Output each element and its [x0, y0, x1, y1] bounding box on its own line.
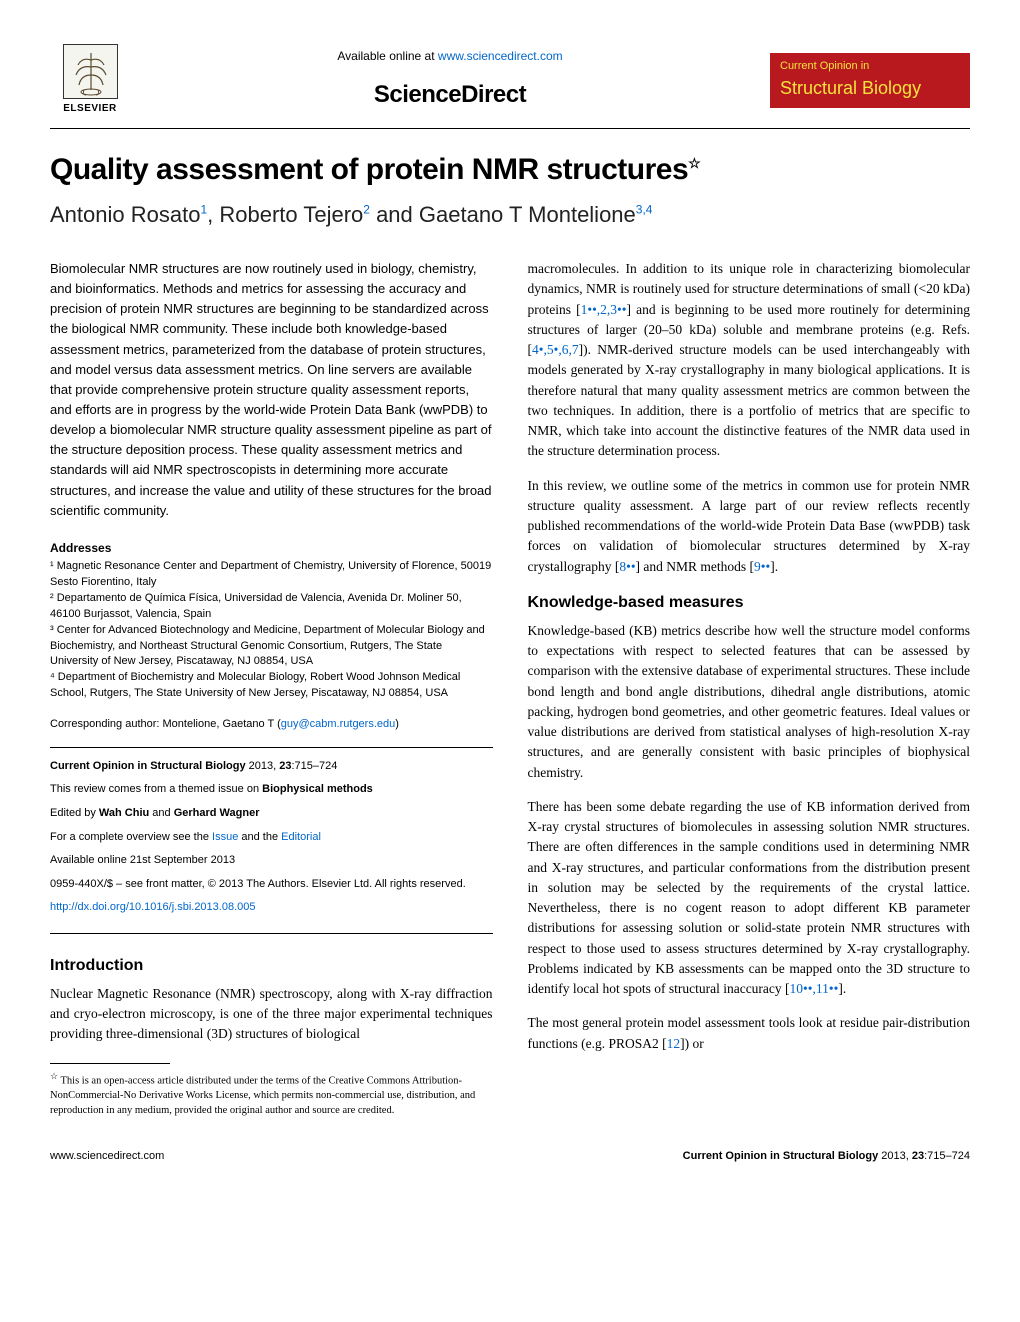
footer-pages: :715–724	[924, 1150, 970, 1162]
right-column: macromolecules. In addition to its uniqu…	[528, 259, 971, 1118]
kb-p3-a: The most general protein model assessmen…	[528, 1015, 971, 1050]
kb-heading: Knowledge-based measures	[528, 591, 971, 615]
p2-c: ].	[770, 559, 778, 574]
address-4: ⁴ Department of Biochemistry and Molecul…	[50, 670, 493, 702]
col2-paragraph-2: In this review, we outline some of the m…	[528, 476, 971, 577]
journal-vol: 23	[279, 760, 291, 772]
themed-topic: Biophysical methods	[262, 783, 373, 795]
themed-issue: This review comes from a themed issue on…	[50, 781, 493, 799]
addresses-block: ¹ Magnetic Resonance Center and Departme…	[50, 559, 493, 702]
corresponding-label: Corresponding author: Montelione, Gaetan…	[50, 718, 281, 730]
journal-badge: Current Opinion in Structural Biology	[770, 53, 970, 108]
corresponding-author: Corresponding author: Montelione, Gaetan…	[50, 716, 493, 733]
title-footnote-mark: ☆	[688, 155, 700, 171]
kb-paragraph-3: The most general protein model assessmen…	[528, 1013, 971, 1054]
title-text: Quality assessment of protein NMR struct…	[50, 153, 688, 186]
sciencedirect-logo: ScienceDirect	[130, 77, 770, 113]
p1-c: ]). NMR-derived structure models can be …	[528, 342, 971, 458]
footer-left: www.sciencedirect.com	[50, 1148, 164, 1165]
authors-line: Antonio Rosato1, Roberto Tejero2 and Gae…	[50, 198, 970, 231]
left-column: Biomolecular NMR structures are now rout…	[50, 259, 493, 1118]
kb-p2-b: ].	[838, 981, 846, 996]
address-1: ¹ Magnetic Resonance Center and Departme…	[50, 559, 493, 591]
journal-reference: Current Opinion in Structural Biology 20…	[50, 758, 493, 776]
editorial-link[interactable]: Editorial	[281, 831, 321, 843]
footer-year: 2013,	[878, 1150, 912, 1162]
edited-by-label: Edited by	[50, 807, 99, 819]
issue-link[interactable]: Issue	[212, 831, 238, 843]
badge-series: Current Opinion in	[780, 58, 960, 75]
elsevier-logo: ELSEVIER	[50, 40, 130, 120]
article-info-box: Current Opinion in Structural Biology 20…	[50, 747, 493, 934]
footer-journal: Current Opinion in Structural Biology	[683, 1150, 879, 1162]
open-access-footnote: ☆ This is an open-access article distrib…	[50, 1070, 493, 1119]
footnote-separator	[50, 1063, 170, 1064]
ref-link-8[interactable]: 8••	[619, 559, 635, 574]
overview-prefix: For a complete overview see the	[50, 831, 212, 843]
address-2: ² Departamento de Química Física, Univer…	[50, 591, 493, 623]
kb-p3-b: ]) or	[680, 1036, 704, 1051]
ref-link-1-3[interactable]: 1••,2,3••	[581, 302, 627, 317]
available-url-link[interactable]: www.sciencedirect.com	[438, 49, 563, 63]
available-line: Available online at www.sciencedirect.co…	[130, 47, 770, 65]
editor-2: Gerhard Wagner	[174, 807, 260, 819]
intro-paragraph-1: Nuclear Magnetic Resonance (NMR) spectro…	[50, 984, 493, 1045]
journal-name: Current Opinion in Structural Biology	[50, 760, 246, 772]
edited-by: Edited by Wah Chiu and Gerhard Wagner	[50, 805, 493, 823]
abstract-text: Biomolecular NMR structures are now rout…	[50, 259, 493, 521]
address-3: ³ Center for Advanced Biotechnology and …	[50, 623, 493, 671]
two-column-layout: Biomolecular NMR structures are now rout…	[50, 259, 970, 1118]
kb-p2-a: There has been some debate regarding the…	[528, 799, 971, 996]
overview-line: For a complete overview see the Issue an…	[50, 829, 493, 847]
ref-link-12[interactable]: 12	[667, 1036, 681, 1051]
corresponding-close: )	[395, 718, 399, 730]
elsevier-tree-icon	[63, 44, 118, 99]
available-online-date: Available online 21st September 2013	[50, 852, 493, 870]
footer-vol: 23	[912, 1150, 924, 1162]
kb-paragraph-1: Knowledge-based (KB) metrics describe ho…	[528, 621, 971, 783]
ref-link-9[interactable]: 9••	[754, 559, 770, 574]
corresponding-email-link[interactable]: guy@cabm.rutgers.edu	[281, 718, 396, 730]
journal-year: 2013,	[246, 760, 280, 772]
addresses-heading: Addresses	[50, 539, 493, 557]
footnote-body: This is an open-access article distribut…	[50, 1075, 475, 1115]
header-center: Available online at www.sciencedirect.co…	[130, 47, 770, 113]
col2-paragraph-1: macromolecules. In addition to its uniqu…	[528, 259, 971, 462]
copyright-line: 0959-440X/$ – see front matter, © 2013 T…	[50, 876, 493, 894]
editors-names: Wah Chiu	[99, 807, 149, 819]
article-title: Quality assessment of protein NMR struct…	[50, 147, 970, 192]
available-text: Available online at	[337, 49, 438, 63]
footer-right: Current Opinion in Structural Biology 20…	[683, 1148, 970, 1165]
doi-line: http://dx.doi.org/10.1016/j.sbi.2013.08.…	[50, 899, 493, 917]
introduction-heading: Introduction	[50, 954, 493, 978]
page-header: ELSEVIER Available online at www.science…	[50, 40, 970, 129]
elsevier-label: ELSEVIER	[63, 101, 116, 116]
page-footer: www.sciencedirect.com Current Opinion in…	[50, 1148, 970, 1165]
kb-paragraph-2: There has been some debate regarding the…	[528, 797, 971, 1000]
ref-link-4-7[interactable]: 4•,5•,6,7	[532, 342, 579, 357]
journal-pages: :715–724	[291, 760, 337, 772]
themed-prefix: This review comes from a themed issue on	[50, 783, 262, 795]
p2-b: ] and NMR methods [	[636, 559, 755, 574]
ref-link-10-11[interactable]: 10••,11••	[790, 981, 839, 996]
overview-and: and the	[238, 831, 281, 843]
doi-link[interactable]: http://dx.doi.org/10.1016/j.sbi.2013.08.…	[50, 901, 256, 913]
footnote-mark: ☆	[50, 1071, 58, 1081]
badge-journal: Structural Biology	[780, 75, 960, 102]
